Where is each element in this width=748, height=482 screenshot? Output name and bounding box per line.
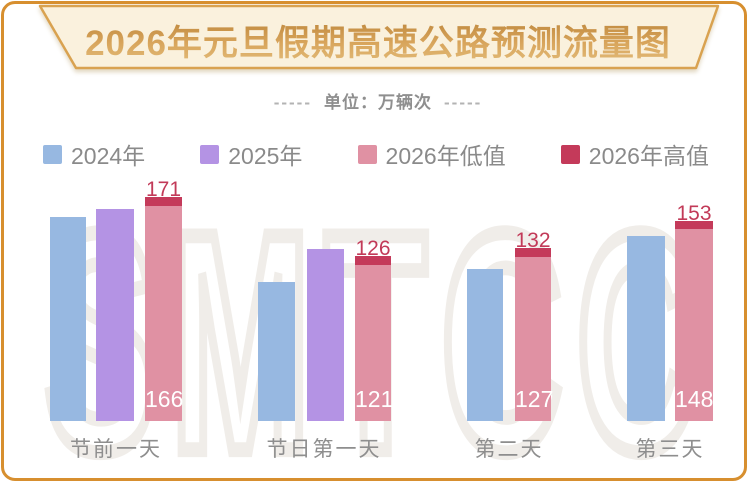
legend-color-swatch <box>357 144 377 164</box>
value-label-low: 148 <box>675 386 714 412</box>
legend-item-2026-low: 2026年低值 <box>357 137 506 171</box>
legend-label: 2025年 <box>228 143 303 169</box>
bar-2024 <box>627 236 665 421</box>
bar-2025 <box>307 249 344 421</box>
bar-2026-low: 148 <box>675 229 713 421</box>
bar-2024 <box>467 269 503 421</box>
legend-label: 2026年高值 <box>588 143 709 169</box>
category-label: 第三天 <box>635 438 705 461</box>
bar-2024 <box>50 216 86 421</box>
value-label-high: 171 <box>145 177 182 201</box>
title-banner-ribbon <box>38 4 720 70</box>
bar-2024 <box>258 282 295 421</box>
legend-item-2024: 2024年 <box>43 137 145 171</box>
bar-2025 <box>96 208 134 421</box>
category-label: 节日第一天 <box>266 438 382 461</box>
bar-2026-high-cap <box>675 220 713 230</box>
bar-2026-low: 121 <box>355 264 394 421</box>
page-title: 2026年元旦假期高速公路预测流量图 <box>4 15 744 66</box>
legend-item-2026-high: 2026年高值 <box>560 137 709 171</box>
dash-decoration-right: ----- <box>444 93 483 112</box>
bar-2026-high-cap <box>145 197 182 206</box>
legend-color-swatch <box>43 144 62 164</box>
bar-2026-stack: 121 <box>355 255 394 421</box>
unit-line: ----- 单位：万辆次 ----- <box>4 90 744 116</box>
legend: 2024年 2025年 2026年低值 2026年高值 <box>43 137 709 171</box>
bar-2026-stack: 166 <box>145 197 184 421</box>
legend-label: 2024年 <box>71 143 146 169</box>
bar-2026-high-cap <box>515 248 551 257</box>
category-label: 节前一天 <box>70 438 162 461</box>
category-label: 第二天 <box>474 438 544 461</box>
legend-item-2025: 2025年 <box>200 137 302 171</box>
value-label-high: 126 <box>355 236 391 260</box>
bar-chart: 166 171 节前一天 121 126 节日第一天 127 132 第二天 148 153 第三天 <box>4 4 744 478</box>
bar-2026-stack: 127 <box>515 248 554 421</box>
value-label-low: 121 <box>355 386 394 412</box>
bar-2026-high-cap <box>355 255 391 265</box>
bar-2026-low: 127 <box>515 256 554 421</box>
bar-2026-stack: 148 <box>675 220 713 421</box>
value-label-low: 166 <box>145 386 184 412</box>
dash-decoration-left: ----- <box>273 93 312 112</box>
value-label-high: 153 <box>676 201 712 225</box>
bar-2026-low: 166 <box>145 205 184 421</box>
value-label-high: 132 <box>515 229 551 253</box>
unit-label: 单位：万辆次 <box>324 93 432 112</box>
legend-color-swatch <box>560 144 580 164</box>
legend-label: 2026年低值 <box>385 143 506 169</box>
value-label-low: 127 <box>515 386 554 412</box>
legend-color-swatch <box>200 144 220 164</box>
